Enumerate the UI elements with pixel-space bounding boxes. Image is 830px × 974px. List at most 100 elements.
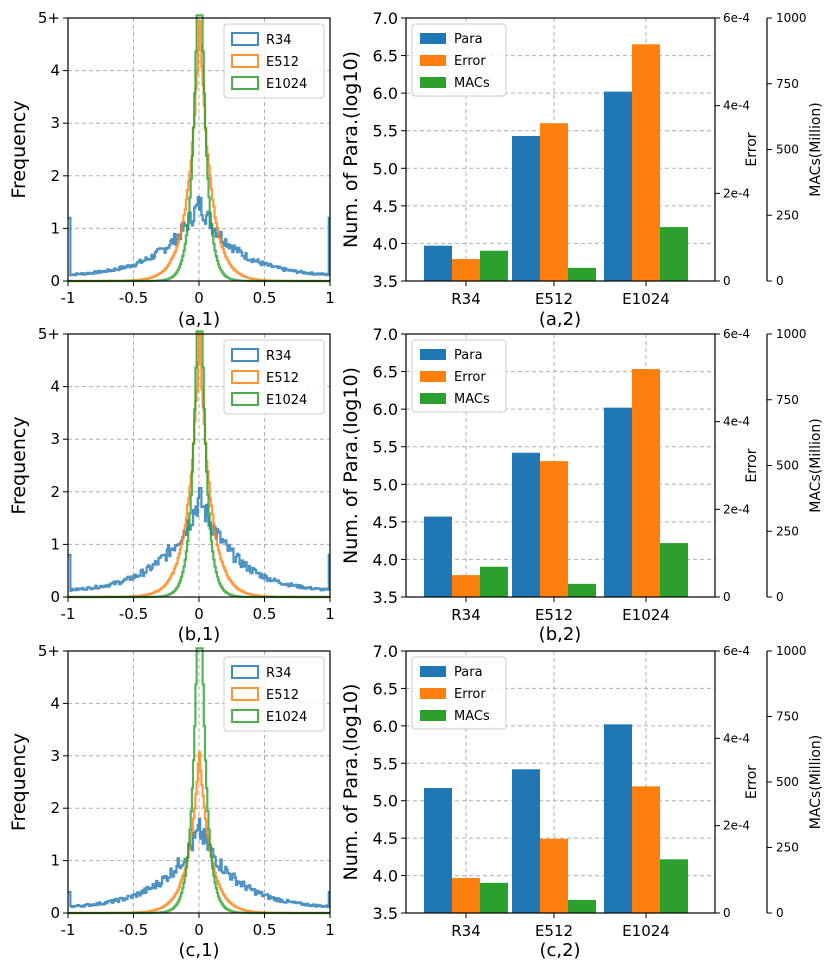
y-tick-label: 0 [50, 904, 60, 922]
y-tick-label: 4.5 [373, 829, 398, 848]
plot-frame [405, 650, 716, 914]
y-tick-label: 2 [50, 799, 60, 817]
bar-macs-e1024 [660, 227, 688, 281]
y-tick-label: 4 [50, 378, 60, 396]
legend-swatch-e512 [231, 370, 259, 384]
bar-panel: R34 E512 E1024 3.5 4.0 4.5 5.0 5.5 6.0 6.5 7.0 Num.… [340, 9, 824, 330]
bar-panel: R34 E512 E1024 3.5 4.0 4.5 5.0 5.5 6.0 6.5 7.0 Num.… [340, 642, 824, 961]
macs-tick-label: 750 [776, 77, 799, 91]
bar-para-e512 [512, 135, 540, 281]
bar-error-r34 [452, 259, 480, 281]
y-tick-label: 4.0 [373, 550, 398, 569]
y-tick-label: 5+ [38, 325, 60, 343]
panel-subtitle: (a,2) [539, 309, 581, 330]
legend-label: R34 [266, 666, 292, 681]
macs-tick-label: 0 [776, 274, 784, 288]
legend-label: E512 [266, 55, 299, 70]
macs-tick-label: 0 [776, 590, 784, 604]
y-tick-label: 2 [50, 167, 60, 185]
x-tick-label: -1 [61, 289, 76, 307]
legend-label: E1024 [266, 77, 307, 92]
macs-axis-label: MACs(Million) [808, 418, 824, 512]
y-tick-label: 1 [50, 852, 60, 870]
y-tick-label: 3.5 [373, 904, 398, 923]
panel-subtitle: (a,1) [178, 309, 220, 330]
error-tick-label: 6e-4 [723, 327, 750, 341]
y-tick-label: 7.0 [373, 642, 398, 661]
legend-swatch-e512 [231, 687, 259, 701]
y-tick-label: 7.0 [373, 325, 398, 344]
legend-label: Para [454, 665, 483, 680]
macs-tick-label: 1000 [776, 327, 807, 341]
bar-para-r34 [424, 245, 452, 281]
macs-tick-label: 500 [776, 459, 799, 473]
x-tick-label: -1 [61, 605, 76, 623]
error-tick-label: 0 [723, 590, 731, 604]
error-axis-label: Error [744, 765, 760, 799]
y-tick-label: 5.0 [373, 159, 398, 178]
series-curve-r34 [68, 817, 330, 909]
x-tick-label: 1 [325, 921, 335, 939]
panel-subtitle: (c,1) [178, 940, 219, 961]
bar-macs-e1024 [660, 543, 688, 597]
bar-macs-e512 [568, 267, 596, 281]
y-tick-label: 6.5 [373, 679, 398, 698]
panel-subtitle: (b,1) [178, 624, 221, 645]
bar-para-r34 [424, 516, 452, 597]
legend-swatch-macs [420, 393, 446, 404]
y-tick-label: 7.0 [373, 9, 398, 28]
y-tick-label: 1 [50, 535, 60, 553]
series-curve-r34 [68, 196, 330, 277]
y-tick-label: 6.5 [373, 47, 398, 66]
macs-tick-label: 250 [776, 524, 799, 538]
macs-tick-label: 1000 [776, 11, 807, 25]
x-tick-label: R34 [451, 922, 481, 940]
legend: R34 E512 E1024 [223, 339, 325, 415]
bar-error-e1024 [632, 786, 660, 913]
bar-macs-e512 [568, 583, 596, 597]
legend-label: R34 [266, 349, 292, 364]
y-axis-label: Frequency [8, 733, 30, 831]
macs-tick-label: 0 [776, 906, 784, 920]
legend-swatch-r34 [231, 32, 259, 46]
plot-frame [405, 333, 716, 598]
macs-tick-label: 250 [776, 208, 799, 222]
y-tick-label: 6.0 [373, 84, 398, 103]
legend: Para Error MACs [411, 339, 507, 413]
error-tick-label: 0 [723, 274, 731, 288]
x-tick-label: E1024 [622, 290, 670, 308]
x-tick-label: E1024 [622, 922, 670, 940]
legend-swatch-para [420, 349, 446, 360]
x-tick-label: 1 [325, 289, 335, 307]
y-tick-label: 1 [50, 219, 60, 237]
bar-para-e1024 [604, 407, 632, 597]
legend-swatch-error [420, 688, 446, 699]
legend-swatch-e1024 [231, 392, 259, 406]
macs-axis-label: MACs(Million) [808, 102, 824, 196]
y-tick-label: 6.5 [373, 363, 398, 382]
bar-para-e1024 [604, 724, 632, 913]
macs-tick-label: 250 [776, 841, 799, 855]
legend-label: Error [454, 54, 486, 69]
x-tick-label: 0.5 [253, 289, 277, 307]
y-tick-label: 0 [50, 272, 60, 290]
x-tick-label: 1 [325, 605, 335, 623]
y-tick-label: 2 [50, 483, 60, 501]
histogram-panel: -1 -0.5 0 0.5 1 0 1 2 3 4 5+ Frequency (c,1) R34 E512 E… [8, 642, 335, 961]
legend-swatch-error [420, 55, 446, 66]
error-tick-label: 2e-4 [723, 819, 750, 833]
error-tick-label: 2e-4 [723, 186, 750, 200]
legend-label: R34 [266, 33, 292, 48]
legend-label: E512 [266, 688, 299, 703]
legend: R34 E512 E1024 [223, 656, 325, 732]
bar-macs-r34 [480, 250, 508, 281]
error-tick-label: 4e-4 [723, 99, 750, 113]
panel-subtitle: (b,2) [539, 624, 582, 645]
error-tick-label: 6e-4 [723, 644, 750, 658]
y-tick-label: 4.0 [373, 867, 398, 886]
y-axis-label: Num. of Para.(log10) [340, 684, 362, 881]
macs-tick-label: 500 [776, 775, 799, 789]
bar-macs-r34 [480, 882, 508, 913]
error-axis-label: Error [744, 448, 760, 482]
